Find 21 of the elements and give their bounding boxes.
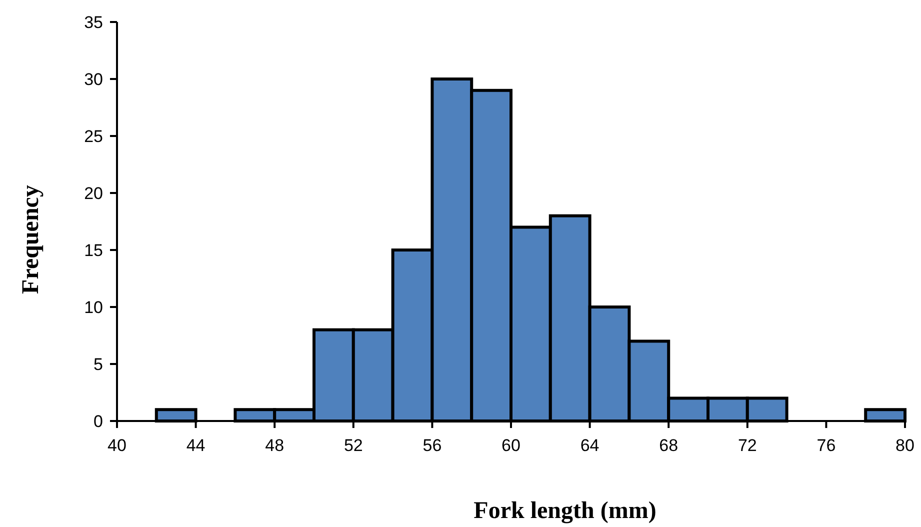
x-tick-label: 40 [108,436,126,455]
x-tick-label: 80 [896,436,914,455]
y-tick-label: 15 [84,240,103,260]
y-axis-title: Frequency [18,185,44,294]
y-tick-label: 5 [94,354,103,374]
x-tick-label: 44 [186,436,206,455]
y-tick-label: 20 [84,184,103,203]
y-tick-label: 0 [94,412,103,431]
x-axis-title: Fork length (mm) [474,498,656,524]
x-tick-label: 56 [422,436,442,455]
x-tick-label: 68 [659,436,678,455]
x-tick-label: 76 [816,436,836,455]
x-tick-label: 52 [344,436,363,455]
x-tick-label: 64 [580,436,600,455]
y-tick-label: 35 [84,12,103,32]
y-tick-label: 25 [84,126,103,146]
y-tick-label: 10 [84,298,103,317]
x-tick-label: 48 [265,436,284,455]
x-tick-label: 72 [738,436,757,455]
x-tick-label: 60 [502,436,520,455]
y-tick-label: 30 [84,70,103,89]
